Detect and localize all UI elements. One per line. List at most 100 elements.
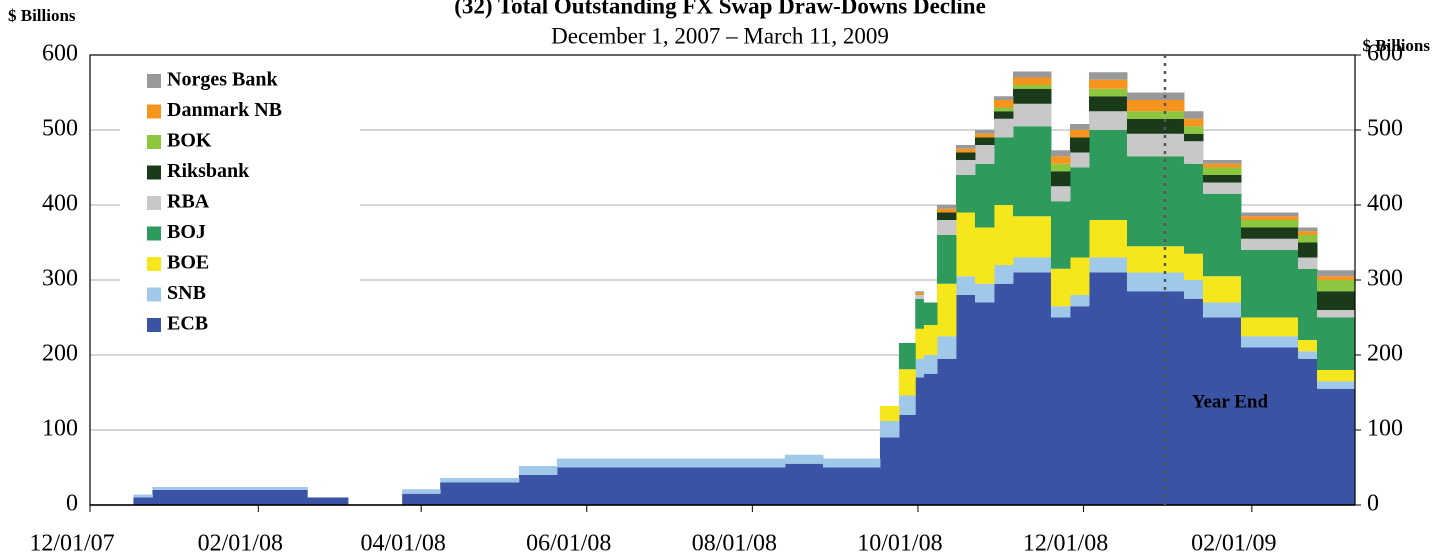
area-segment — [1088, 130, 1128, 220]
area-segment — [1316, 370, 1356, 382]
x-tick-label: 12/01/07 — [29, 531, 114, 557]
y2-tick-label: 0 — [1367, 491, 1379, 517]
y-tick-label: 400 — [42, 191, 78, 217]
area-segment — [1297, 358, 1318, 505]
x-tick-label: 10/01/08 — [857, 531, 942, 557]
area-segment — [1088, 72, 1128, 80]
chart-title: (32) Total Outstanding FX Swap Draw-Down… — [454, 0, 986, 18]
area-segment — [1088, 111, 1128, 130]
area-segment — [923, 373, 938, 505]
area-segment — [556, 467, 786, 505]
area-segment — [1012, 71, 1052, 78]
area-segment — [974, 163, 995, 228]
area-segment — [1202, 276, 1242, 303]
area-segment — [1240, 220, 1299, 228]
area-segment — [1202, 167, 1242, 175]
area-segment — [1297, 231, 1318, 235]
area-segment — [936, 358, 957, 505]
legend-swatch — [147, 104, 161, 119]
area-segment — [923, 325, 938, 355]
y-tick-label: 600 — [42, 41, 78, 67]
area-segment — [440, 482, 520, 505]
area-segment — [1202, 317, 1242, 505]
area-segment — [993, 100, 1014, 108]
area-segment — [1012, 103, 1052, 127]
area-segment — [152, 487, 308, 490]
area-segment — [898, 415, 916, 505]
area-segment — [915, 291, 924, 293]
area-segment — [1069, 152, 1090, 168]
y2-tick-label: 200 — [1367, 341, 1403, 367]
area-segment — [1297, 242, 1318, 258]
legend-swatch — [147, 74, 161, 88]
area-segment — [1050, 201, 1071, 269]
area-segment — [879, 406, 900, 421]
legend-swatch — [147, 165, 161, 180]
area-segment — [1050, 268, 1071, 307]
area-segment — [1088, 220, 1128, 258]
area-segment — [133, 494, 153, 498]
y-tick-label: 100 — [42, 416, 78, 442]
y2-tick-label: 600 — [1367, 41, 1403, 67]
area-segment — [1297, 227, 1318, 232]
area-segment — [1012, 257, 1052, 273]
area-segment — [1050, 156, 1071, 164]
area-segment — [1069, 137, 1090, 153]
area-segment — [915, 292, 924, 295]
area-segment — [1183, 253, 1204, 280]
area-segment — [402, 493, 441, 505]
area-segment — [1316, 310, 1356, 318]
area-segment — [936, 205, 957, 209]
x-tick-label: 06/01/08 — [526, 531, 611, 557]
x-tick-label: 02/01/09 — [1191, 531, 1276, 557]
area-segment — [915, 328, 924, 359]
area-segment — [1088, 96, 1128, 112]
area-segment — [974, 302, 995, 505]
area-segment — [955, 145, 976, 149]
area-segment — [955, 212, 976, 277]
area-segment — [1202, 302, 1242, 318]
area-segment — [993, 265, 1014, 284]
area-segment — [936, 336, 957, 359]
area-segment — [1202, 182, 1242, 194]
area-segment — [993, 107, 1014, 112]
legend-swatch — [147, 318, 161, 332]
chart-subtitle: December 1, 2007 – March 11, 2009 — [551, 23, 889, 48]
area-segment — [955, 276, 976, 295]
area-segment — [1050, 317, 1071, 505]
area-segment — [1202, 175, 1242, 183]
area-segment — [1069, 167, 1090, 258]
area-segment — [974, 133, 995, 138]
area-segment — [1240, 227, 1299, 239]
area-segment — [822, 458, 881, 468]
area-segment — [993, 205, 1014, 265]
area-segment — [1316, 317, 1356, 370]
area-segment — [898, 343, 916, 370]
area-segment — [974, 145, 995, 164]
area-segment — [1316, 291, 1356, 310]
area-segment — [518, 475, 558, 505]
area-segment — [1316, 280, 1356, 292]
area-segment — [152, 490, 308, 505]
area-segment — [1183, 133, 1204, 142]
area-segment — [1126, 118, 1185, 134]
area-segment — [556, 458, 786, 468]
area-segment — [1069, 130, 1090, 138]
area-segment — [955, 295, 976, 505]
area-segment — [993, 118, 1014, 138]
area-segment — [518, 466, 558, 475]
area-segment — [1050, 306, 1071, 318]
area-segment — [1316, 276, 1356, 280]
area-segment — [1050, 171, 1071, 187]
area-segment — [1126, 156, 1185, 247]
area-segment — [1126, 111, 1185, 119]
area-segment — [402, 489, 441, 494]
area-segment — [1183, 118, 1204, 127]
x-tick-label: 12/01/08 — [1023, 531, 1108, 557]
area-segment — [1183, 163, 1204, 254]
area-segment — [1240, 347, 1299, 505]
area-segment — [1069, 295, 1090, 307]
legend-label: Danmark NB — [167, 99, 282, 121]
y2-tick-label: 400 — [1367, 191, 1403, 217]
